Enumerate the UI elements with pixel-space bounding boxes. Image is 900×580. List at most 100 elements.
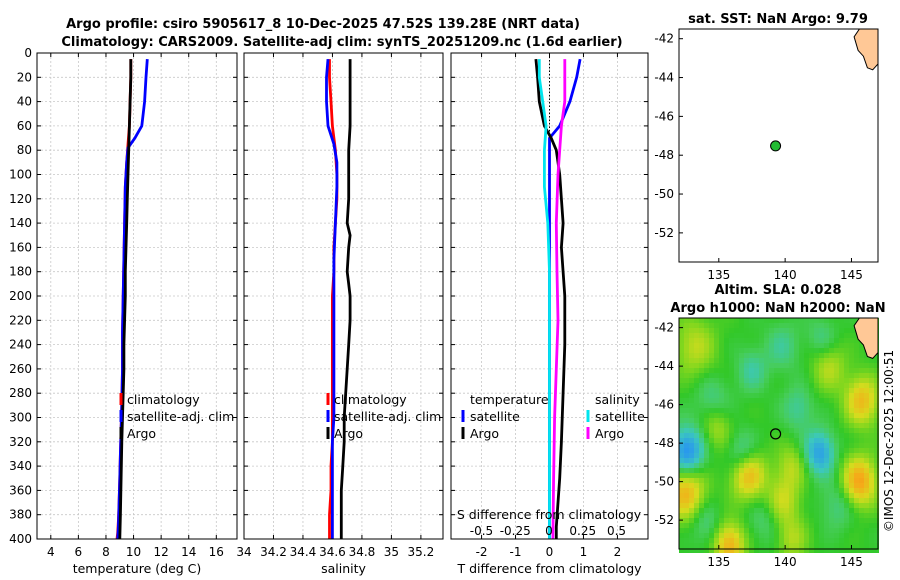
sla-cell <box>714 438 719 443</box>
sla-cell <box>859 523 864 528</box>
sla-cell <box>854 518 859 523</box>
sla-cell <box>689 323 694 328</box>
sla-cell <box>734 508 739 513</box>
sla-cell <box>844 318 849 323</box>
sla-cell <box>704 413 709 418</box>
sla-cell <box>759 538 764 543</box>
sla-cell <box>779 353 784 358</box>
sla-cell <box>734 428 739 433</box>
sla-cell <box>714 503 719 508</box>
sla-cell <box>689 363 694 368</box>
sla-cell <box>744 383 749 388</box>
sla-cell <box>764 473 769 478</box>
sla-cell <box>744 428 749 433</box>
sla-cell <box>774 533 779 538</box>
sla-cell <box>874 468 879 473</box>
sla-cell <box>724 473 729 478</box>
panel-sst_map: 135 140 145-42-44-46-48-50-52 <box>654 28 879 282</box>
y-tick-label: -50 <box>654 187 674 201</box>
sla-cell <box>844 323 849 328</box>
sla-cell <box>824 443 829 448</box>
sla-cell <box>699 453 704 458</box>
depth-tick-label: 360 <box>9 483 32 497</box>
sla-cell <box>719 508 724 513</box>
sla-map-title-line1: Altim. SLA: 0.028 <box>715 283 842 298</box>
sla-cell <box>744 548 749 553</box>
sla-cell <box>824 318 829 323</box>
sla-cell <box>824 488 829 493</box>
sla-cell <box>694 323 699 328</box>
sla-cell <box>744 408 749 413</box>
sla-cell <box>754 413 759 418</box>
sla-cell <box>689 348 694 353</box>
sla-cell <box>864 413 869 418</box>
sla-cell <box>734 338 739 343</box>
sla-cell <box>714 403 719 408</box>
sla-cell <box>809 333 814 338</box>
sla-cell <box>769 373 774 378</box>
sla-cell <box>679 548 684 553</box>
sla-cell <box>814 378 819 383</box>
legend-title-salinity: salinity <box>595 392 640 407</box>
sla-cell <box>839 368 844 373</box>
sla-cell <box>844 538 849 543</box>
sla-cell <box>759 448 764 453</box>
x-tick-label: -1 <box>510 545 522 559</box>
sla-cell <box>784 408 789 413</box>
sla-cell <box>789 373 794 378</box>
sla-cell <box>869 388 874 393</box>
sla-cell <box>744 473 749 478</box>
x-tick-label: 34.6 <box>319 545 346 559</box>
sla-cell <box>804 518 809 523</box>
sla-cell <box>804 388 809 393</box>
sla-cell <box>769 448 774 453</box>
sla-cell <box>784 548 789 553</box>
legend-label: satellite-adj. clim <box>127 409 234 424</box>
sla-cell <box>774 473 779 478</box>
sla-cell <box>784 393 789 398</box>
sla-cell <box>789 328 794 333</box>
sla-cell <box>764 428 769 433</box>
sla-cell <box>809 448 814 453</box>
sla-cell <box>799 443 804 448</box>
sla-cell <box>689 518 694 523</box>
sla-cell <box>764 378 769 383</box>
sla-cell <box>869 358 874 363</box>
sla-cell <box>784 388 789 393</box>
sla-cell <box>774 508 779 513</box>
sla-cell <box>794 338 799 343</box>
sla-cell <box>729 523 734 528</box>
sla-cell <box>849 453 854 458</box>
sla-cell <box>834 488 839 493</box>
sla-cell <box>819 338 824 343</box>
sla-cell <box>679 528 684 533</box>
depth-tick-label: 300 <box>9 411 32 425</box>
sla-cell <box>714 518 719 523</box>
sla-cell <box>754 408 759 413</box>
sla-cell <box>719 413 724 418</box>
sla-cell <box>814 413 819 418</box>
sla-cell <box>769 343 774 348</box>
sla-cell <box>709 368 714 373</box>
sla-cell <box>724 518 729 523</box>
sla-cell <box>804 443 809 448</box>
sla-cell <box>699 323 704 328</box>
sla-cell <box>794 513 799 518</box>
sla-cell <box>724 548 729 553</box>
sla-cell <box>709 518 714 523</box>
sla-cell <box>799 338 804 343</box>
sla-cell <box>769 423 774 428</box>
sla-cell <box>769 463 774 468</box>
sla-cell <box>824 413 829 418</box>
sla-cell <box>719 463 724 468</box>
sla-cell <box>694 518 699 523</box>
sla-cell <box>874 413 879 418</box>
sla-cell <box>704 518 709 523</box>
sla-cell <box>854 498 859 503</box>
sla-cell <box>829 408 834 413</box>
sla-cell <box>824 538 829 543</box>
sla-cell <box>809 473 814 478</box>
sla-cell <box>739 413 744 418</box>
sla-cell <box>854 483 859 488</box>
sla-cell <box>679 473 684 478</box>
